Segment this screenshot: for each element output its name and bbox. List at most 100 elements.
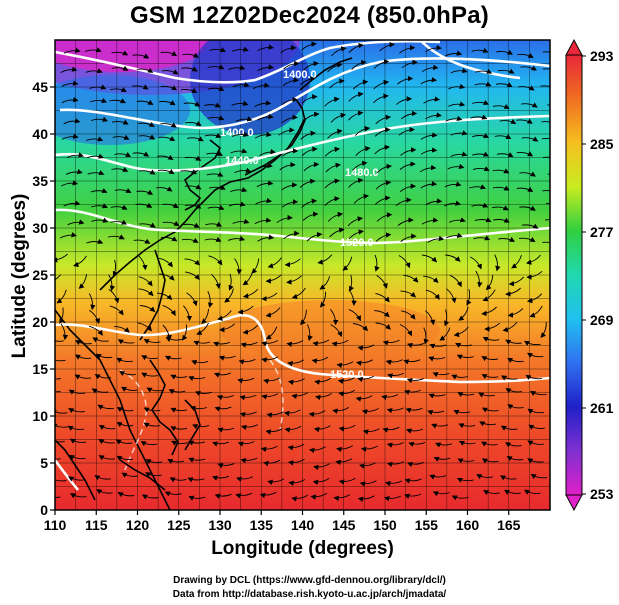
wind-streamline	[420, 147, 438, 155]
wind-streamline	[317, 254, 333, 265]
wind-streamline	[399, 183, 417, 193]
wind-streamline	[283, 230, 300, 240]
wind-streamline	[228, 235, 246, 241]
wind-streamline	[524, 340, 541, 346]
wind-streamline	[69, 438, 87, 444]
wind-streamline	[444, 181, 462, 188]
wind-streamline	[526, 293, 543, 304]
wind-streamline	[185, 120, 202, 126]
wind-streamline	[519, 205, 536, 211]
wind-streamline	[337, 377, 355, 384]
wind-streamline	[386, 407, 404, 414]
wind-streamline	[256, 180, 274, 188]
wind-streamline	[59, 307, 65, 324]
wind-streamline	[61, 180, 79, 187]
wind-streamline	[67, 219, 85, 226]
wind-streamline	[506, 456, 524, 462]
wind-streamline	[542, 156, 550, 158]
wind-streamline	[232, 218, 250, 224]
wind-streamline	[114, 188, 132, 193]
wind-streamline	[162, 220, 180, 227]
wind-streamline	[114, 325, 130, 333]
wind-streamline	[511, 254, 522, 269]
wind-streamline	[55, 440, 65, 443]
wind-streamline	[471, 47, 489, 53]
wind-streamline	[423, 275, 439, 284]
wind-streamline	[406, 342, 424, 349]
wind-streamline	[231, 100, 249, 106]
wind-streamline	[527, 352, 544, 358]
wind-streamline	[425, 289, 440, 300]
wind-streamline	[90, 97, 108, 103]
wind-streamline	[356, 359, 373, 366]
wind-streamline	[327, 62, 343, 73]
wind-streamline	[319, 276, 331, 290]
wind-streamline	[216, 394, 234, 401]
wind-streamline	[338, 477, 356, 485]
wind-streamline	[404, 389, 421, 395]
wind-streamline	[333, 494, 351, 502]
wind-streamline	[401, 110, 418, 120]
wind-streamline	[239, 411, 257, 418]
wind-streamline	[481, 441, 498, 447]
wind-streamline	[520, 65, 537, 71]
wind-streamline	[475, 68, 493, 74]
wind-streamline	[261, 356, 279, 363]
wind-streamline	[132, 151, 150, 157]
wind-streamline	[375, 179, 392, 190]
contour-label-group: 1400.0 1400.0 1440.0 1480.0 1520.0 1520.…	[220, 69, 379, 381]
contour-label: 1480.0	[345, 167, 379, 179]
wind-streamline	[446, 288, 457, 304]
wind-streamline	[400, 147, 417, 156]
wind-streamline	[439, 327, 451, 341]
wind-streamline	[90, 116, 108, 122]
wind-streamline	[432, 372, 450, 378]
wind-streamline	[330, 308, 339, 326]
wind-streamline	[68, 476, 85, 482]
wind-streamline	[481, 356, 498, 362]
wind-streamline	[449, 274, 462, 288]
wind-streamline	[381, 394, 399, 401]
wind-streamline	[423, 327, 429, 345]
wind-streamline	[309, 446, 326, 454]
wind-streamline	[212, 441, 230, 447]
wind-streamline	[224, 288, 234, 303]
wind-streamline	[395, 197, 412, 207]
x-tick-label: 115	[85, 517, 108, 533]
wind-streamline	[158, 136, 176, 142]
wind-streamline	[278, 127, 295, 136]
wind-streamline	[432, 491, 450, 497]
wind-streamline	[423, 96, 440, 104]
wind-streamline	[137, 254, 148, 271]
wind-streamline	[108, 274, 116, 292]
wind-streamline	[519, 236, 536, 243]
wind-streamline	[136, 189, 154, 195]
wind-streamline	[287, 443, 305, 451]
wind-streamline	[408, 441, 426, 447]
wind-streamline	[55, 378, 61, 380]
dashed-contours	[119, 359, 284, 471]
wind-streamline	[404, 478, 422, 484]
wind-streamline	[116, 455, 133, 461]
wind-streamline	[335, 458, 353, 466]
wind-streamline	[261, 393, 279, 400]
wind-streamline	[257, 234, 275, 242]
wind-streamline	[546, 202, 550, 204]
wind-streamline	[194, 390, 212, 396]
wind-streamline	[352, 160, 368, 171]
wind-streamline	[516, 118, 533, 124]
wind-streamline	[330, 324, 343, 338]
wind-streamline	[158, 257, 173, 268]
wind-streamline	[351, 59, 367, 70]
wind-streamline	[379, 42, 395, 52]
wind-streamline	[385, 480, 403, 487]
colorbar-label: 253	[590, 486, 614, 502]
wind-streamline	[265, 274, 282, 284]
x-tick-label: 135	[250, 517, 274, 533]
colorbar: 293 285 277 269 261 253	[565, 38, 614, 512]
wind-streamline	[96, 489, 113, 495]
wind-streamline	[207, 290, 214, 308]
wind-streamline	[453, 409, 471, 415]
wind-streamline	[375, 114, 392, 125]
wind-streamline	[73, 255, 87, 267]
